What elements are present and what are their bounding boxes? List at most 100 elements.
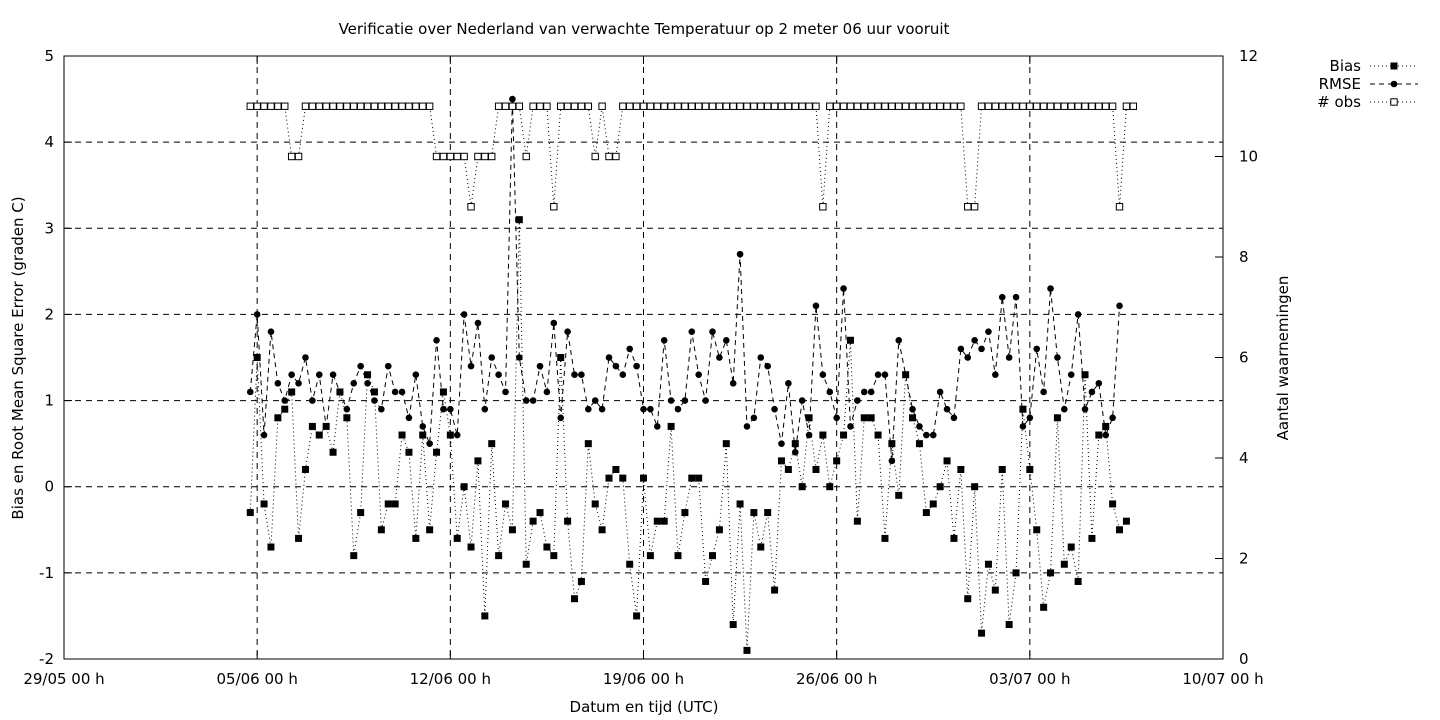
data-point xyxy=(1102,102,1110,110)
data-point xyxy=(1012,293,1020,301)
data-point xyxy=(771,405,778,413)
data-point xyxy=(570,102,579,110)
legend-label: # obs xyxy=(1317,93,1361,111)
data-point xyxy=(922,509,930,517)
data-point xyxy=(716,354,723,361)
data-point xyxy=(674,405,682,413)
data-point xyxy=(384,500,392,508)
data-point xyxy=(881,534,889,542)
data-point xyxy=(867,414,875,422)
data-point xyxy=(591,152,599,161)
data-point xyxy=(1026,102,1034,110)
data-point xyxy=(770,102,779,110)
data-point xyxy=(364,371,372,379)
data-point xyxy=(433,336,440,344)
data-point xyxy=(977,102,986,110)
data-point xyxy=(950,534,958,542)
data-point xyxy=(529,397,537,404)
data-point xyxy=(585,405,592,413)
data-point xyxy=(495,552,503,560)
data-point xyxy=(557,102,565,110)
y-tick-label: 2 xyxy=(44,305,54,323)
data-point xyxy=(1081,405,1089,413)
data-point xyxy=(543,102,551,110)
data-point xyxy=(453,152,461,161)
data-point xyxy=(426,526,434,534)
data-point xyxy=(474,457,482,465)
data-point xyxy=(274,414,282,422)
data-point xyxy=(640,405,647,413)
data-point xyxy=(695,371,702,379)
data-point xyxy=(736,500,744,508)
data-point xyxy=(398,102,406,110)
data-point xyxy=(308,102,317,110)
data-point xyxy=(260,102,268,110)
data-point xyxy=(916,423,923,430)
data-point xyxy=(626,345,634,353)
data-point xyxy=(529,102,537,110)
data-point xyxy=(653,423,661,430)
data-point xyxy=(577,102,586,110)
data-point xyxy=(336,102,344,110)
data-point xyxy=(591,500,599,508)
data-point xyxy=(253,354,261,361)
data-point xyxy=(660,517,668,525)
data-point xyxy=(1061,405,1068,413)
data-point xyxy=(998,465,1006,473)
data-point xyxy=(798,483,806,491)
data-point xyxy=(901,102,910,110)
data-point xyxy=(653,517,661,525)
data-point xyxy=(446,431,454,439)
data-point xyxy=(467,543,475,551)
data-point xyxy=(757,354,765,361)
data-point xyxy=(778,440,785,447)
data-point xyxy=(750,509,758,517)
data-point xyxy=(1067,543,1075,551)
data-point xyxy=(1040,603,1048,611)
data-point xyxy=(557,414,565,422)
data-point xyxy=(922,102,931,110)
series-rmse xyxy=(246,95,1123,465)
data-point xyxy=(1053,414,1061,422)
data-point xyxy=(970,203,979,211)
data-point xyxy=(708,552,716,560)
data-point xyxy=(336,388,344,396)
data-point xyxy=(840,431,848,439)
data-point xyxy=(315,102,323,110)
data-point xyxy=(998,293,1006,301)
data-point xyxy=(715,526,723,534)
data-point xyxy=(860,414,868,422)
data-point xyxy=(874,431,882,439)
data-point xyxy=(929,500,937,508)
data-point xyxy=(646,102,655,110)
data-point xyxy=(660,102,668,110)
data-point xyxy=(584,102,593,110)
series-layer xyxy=(246,95,1138,654)
data-point xyxy=(481,405,489,413)
data-point xyxy=(1005,354,1013,361)
data-point xyxy=(384,362,392,370)
data-point xyxy=(357,509,365,517)
data-point xyxy=(929,102,937,110)
data-point xyxy=(805,431,813,439)
data-point xyxy=(702,397,709,404)
data-point xyxy=(281,397,289,404)
data-point xyxy=(854,397,861,404)
data-point xyxy=(598,526,606,534)
data-point xyxy=(819,431,827,439)
data-point xyxy=(826,483,834,491)
data-point xyxy=(653,102,661,110)
data-point xyxy=(267,328,275,335)
data-point xyxy=(343,414,351,422)
data-point xyxy=(991,586,999,594)
data-point xyxy=(405,414,413,422)
data-point xyxy=(750,414,758,422)
data-point xyxy=(909,405,916,413)
data-point xyxy=(502,500,510,508)
data-point xyxy=(522,152,530,161)
data-point xyxy=(550,319,558,327)
data-point xyxy=(867,102,875,110)
data-point xyxy=(1095,380,1103,387)
y-tick-label: -1 xyxy=(39,564,54,582)
data-point xyxy=(633,612,641,620)
